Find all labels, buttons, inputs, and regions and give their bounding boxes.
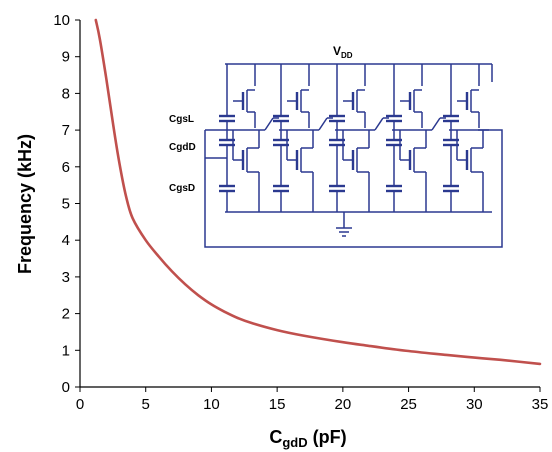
y-tick-label: 9 — [62, 49, 70, 66]
x-tick-label: 15 — [269, 396, 286, 413]
x-tick-label: 10 — [203, 396, 220, 413]
x-axis-title: CgdD (pF) — [269, 427, 346, 450]
y-tick-label: 0 — [62, 379, 70, 396]
x-tick-label: 0 — [76, 396, 84, 413]
cap-label-cgsd: CgsD — [169, 183, 195, 194]
x-tick-label: 5 — [142, 396, 150, 413]
x-axis-ticks: 0 5 10 15 20 25 30 35 — [76, 387, 549, 413]
cap-label-cgdd: CgdD — [169, 142, 196, 153]
y-tick-label: 2 — [62, 306, 70, 323]
y-axis-title: Frequency (kHz) — [15, 134, 35, 274]
y-tick-label: 8 — [62, 85, 70, 102]
y-tick-label: 3 — [62, 269, 70, 286]
x-tick-label: 25 — [400, 396, 417, 413]
circuit-schematic-inset — [204, 63, 503, 248]
inset-outer-loop — [204, 129, 503, 248]
y-tick-label: 5 — [62, 196, 70, 213]
series-line-0 — [94, 18, 542, 366]
y-tick-label: 7 — [62, 122, 70, 139]
y-axis-ticks: 0 1 2 3 4 5 6 7 8 9 10 — [53, 12, 80, 396]
inset-wire — [264, 117, 274, 131]
y-tick-label: 10 — [53, 12, 70, 29]
inset-wire — [431, 117, 441, 131]
cap-label-cgsl: CgsL — [169, 114, 194, 125]
y-tick-label: 1 — [62, 342, 70, 359]
vdd-label: VDD — [333, 44, 353, 60]
y-tick-label: 6 — [62, 159, 70, 176]
y-tick-label: 4 — [62, 232, 70, 249]
x-tick-label: 30 — [466, 396, 483, 413]
inset-wire — [374, 117, 384, 131]
x-tick-label: 35 — [532, 396, 549, 413]
series-group — [94, 18, 542, 366]
x-tick-label: 20 — [335, 396, 352, 413]
inset-wire — [318, 117, 328, 131]
